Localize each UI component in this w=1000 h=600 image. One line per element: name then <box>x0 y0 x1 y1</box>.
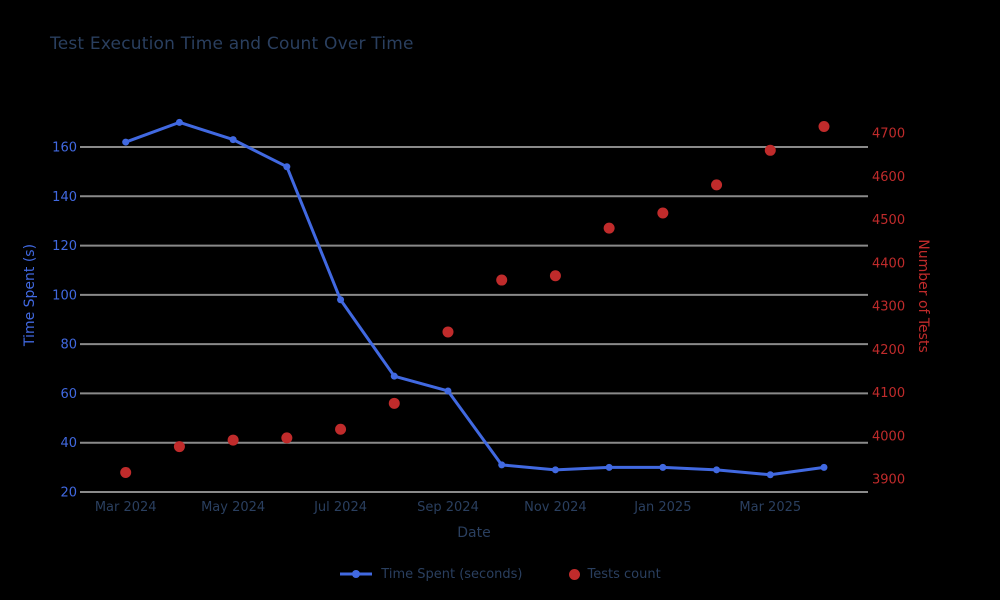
tests-count-point <box>818 121 830 133</box>
tests-count-point <box>603 222 615 234</box>
right-axis-tick-label: 4500 <box>872 213 905 228</box>
right-axis-tick-label: 4600 <box>872 170 905 185</box>
time-spent-point <box>390 372 398 380</box>
tests-count-point <box>711 179 723 191</box>
time-spent-point <box>551 466 559 474</box>
time-spent-point <box>122 138 130 146</box>
legend-item-time-spent[interactable]: Time Spent (seconds) <box>339 566 523 582</box>
right-axis-tick-label: 4400 <box>872 256 905 271</box>
x-axis-tick-label: Mar 2025 <box>739 500 801 515</box>
tests-count-point <box>173 441 185 453</box>
right-axis-tick-label: 4700 <box>872 127 905 142</box>
time-spent-point <box>820 463 828 471</box>
time-spent-point <box>659 463 667 471</box>
right-axis-tick-label: 4200 <box>872 343 905 358</box>
left-axis-tick-label: 160 <box>52 141 77 156</box>
legend: Time Spent (seconds) Tests count <box>0 562 1000 586</box>
x-axis-tick-label: May 2024 <box>201 500 265 515</box>
tests-count-point <box>120 467 132 479</box>
time-spent-point <box>444 387 452 395</box>
tests-count-point <box>764 144 776 156</box>
right-axis-tick-label: 4100 <box>872 386 905 401</box>
legend-label-time-spent: Time Spent (seconds) <box>381 566 523 582</box>
legend-item-tests-count[interactable]: Tests count <box>568 566 661 582</box>
tests-count-point <box>335 423 347 435</box>
line-marker-icon <box>340 570 373 578</box>
tests-count-point <box>496 274 508 286</box>
tests-count-point <box>442 326 454 338</box>
x-axis-tick-label: Jul 2024 <box>313 500 367 515</box>
legend-label-tests-count: Tests count <box>587 566 661 582</box>
time-spent-point <box>229 136 237 144</box>
chart-title: Test Execution Time and Count Over Time <box>50 34 414 54</box>
left-axis-tick-label: 80 <box>60 338 77 353</box>
dot-icon <box>568 568 580 580</box>
x-axis-tick-label: Nov 2024 <box>524 500 587 515</box>
left-axis-tick-label: 20 <box>60 486 77 501</box>
tests-count-point <box>657 207 669 219</box>
time-spent-point <box>766 471 774 479</box>
left-axis-tick-label: 140 <box>52 190 77 205</box>
tests-count-point <box>549 270 561 282</box>
right-axis-tick-label: 3900 <box>872 473 905 488</box>
x-axis-tick-label: Sep 2024 <box>417 500 479 515</box>
time-spent-point <box>175 118 183 126</box>
time-spent-point <box>337 296 345 304</box>
time-spent-line <box>124 120 826 477</box>
left-axis-tick-label: 120 <box>52 239 77 254</box>
x-axis-title: Date <box>457 525 491 541</box>
left-axis-tick-label: 60 <box>60 387 77 402</box>
time-spent-point <box>283 163 291 171</box>
right-axis-tick-label: 4300 <box>872 300 905 315</box>
left-axis-tick-label: 100 <box>52 288 77 303</box>
time-spent-point <box>498 461 506 469</box>
right-axis-tick-label: 4000 <box>872 429 905 444</box>
x-axis-tick-label: Jan 2025 <box>633 500 691 515</box>
tests-count-point <box>281 432 293 444</box>
tests-count-point <box>227 434 239 446</box>
left-axis-tick-label: 40 <box>60 436 77 451</box>
time-spent-point <box>713 466 721 474</box>
tests-count-point <box>388 397 400 409</box>
time-spent-point <box>605 463 613 471</box>
x-axis-tick-label: Mar 2024 <box>95 500 157 515</box>
